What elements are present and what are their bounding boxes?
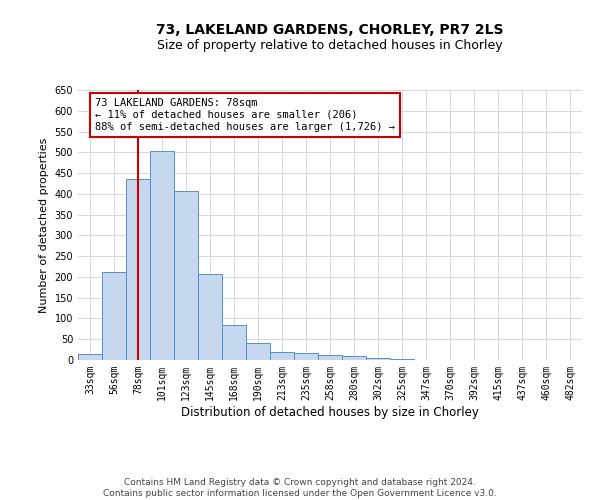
Text: 73, LAKELAND GARDENS, CHORLEY, PR7 2LS: 73, LAKELAND GARDENS, CHORLEY, PR7 2LS	[156, 22, 504, 36]
Bar	[102, 272, 126, 360]
Text: Contains HM Land Registry data © Crown copyright and database right 2024.
Contai: Contains HM Land Registry data © Crown c…	[103, 478, 497, 498]
Bar	[366, 358, 390, 360]
Bar	[126, 180, 150, 360]
Bar	[198, 274, 222, 360]
Bar	[78, 354, 102, 360]
Y-axis label: Number of detached properties: Number of detached properties	[39, 138, 49, 312]
Bar	[390, 359, 414, 360]
Bar	[342, 356, 366, 360]
Text: Size of property relative to detached houses in Chorley: Size of property relative to detached ho…	[157, 39, 503, 52]
Text: 73 LAKELAND GARDENS: 78sqm
← 11% of detached houses are smaller (206)
88% of sem: 73 LAKELAND GARDENS: 78sqm ← 11% of deta…	[95, 98, 395, 132]
Bar	[246, 344, 270, 360]
Bar	[294, 352, 318, 360]
X-axis label: Distribution of detached houses by size in Chorley: Distribution of detached houses by size …	[181, 406, 479, 418]
Bar	[222, 325, 246, 360]
Bar	[174, 190, 198, 360]
Bar	[150, 152, 174, 360]
Bar	[318, 355, 342, 360]
Bar	[270, 352, 294, 360]
